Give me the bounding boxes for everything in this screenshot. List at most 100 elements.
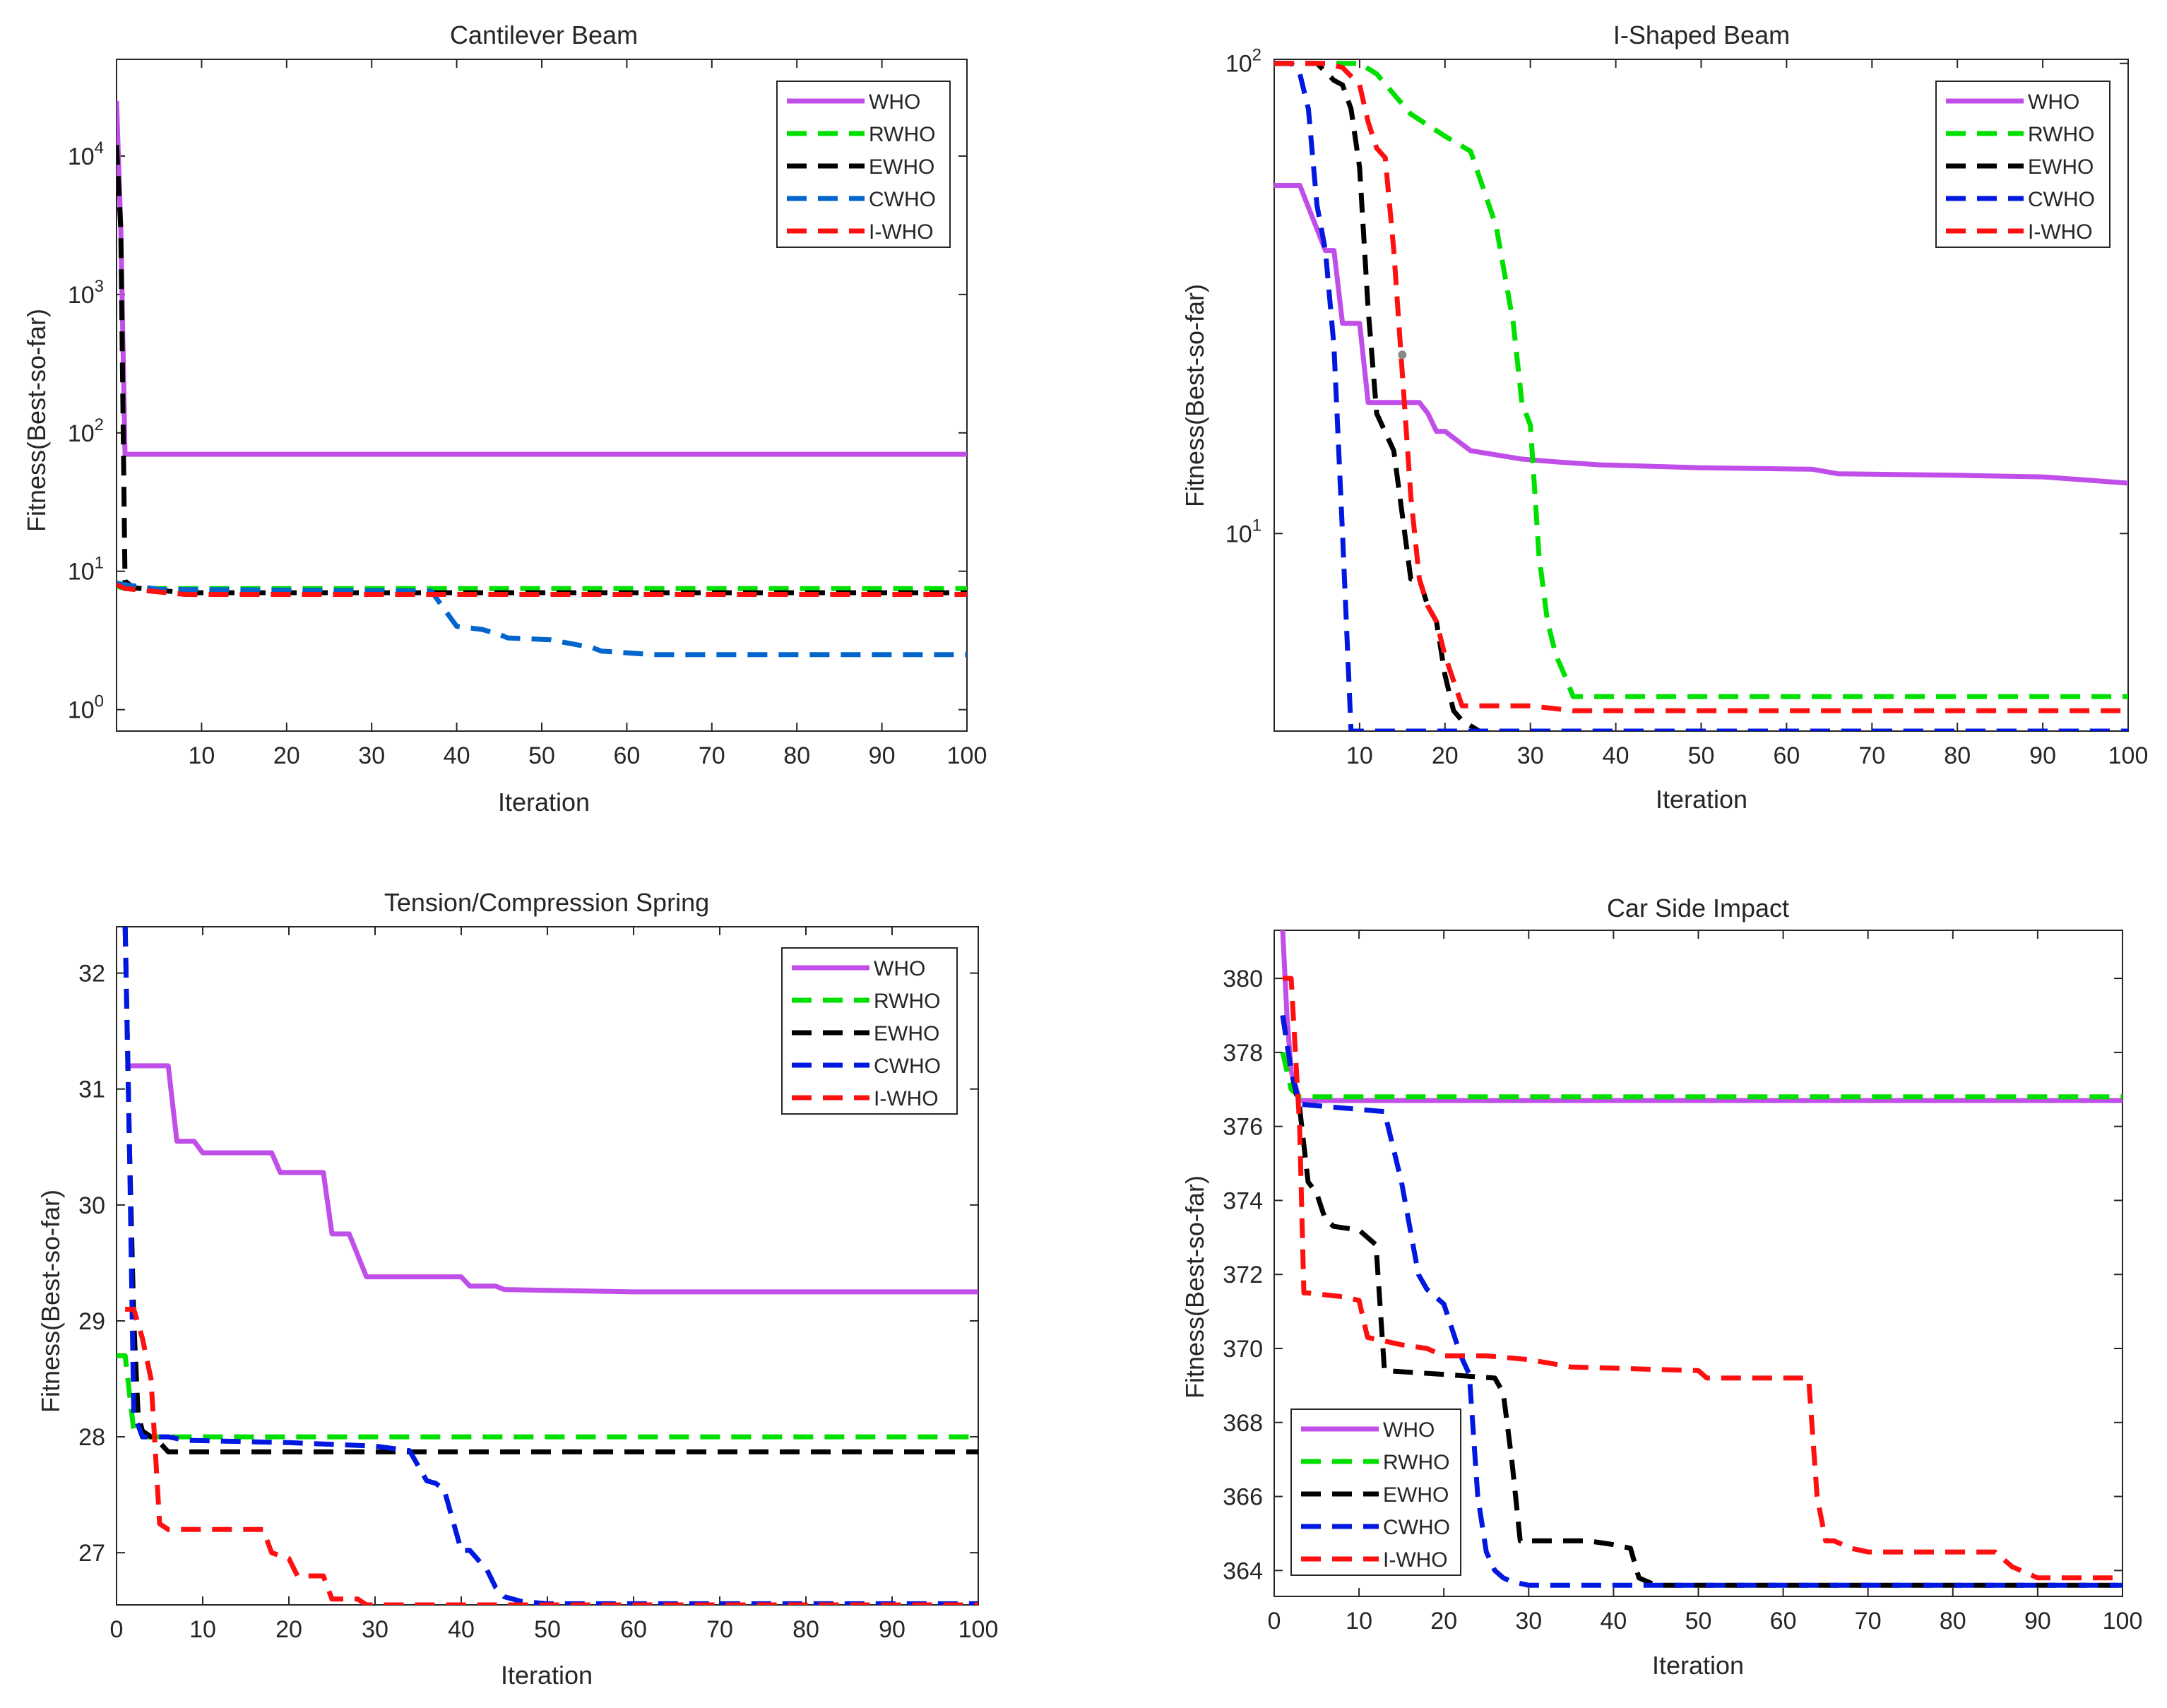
y-tick-label: 366	[1223, 1484, 1263, 1511]
series-line-cwho	[1274, 61, 2128, 731]
y-tick-label: 27	[78, 1540, 105, 1567]
series-layer	[1280, 930, 2123, 1588]
x-tick-label: 20	[273, 742, 300, 769]
x-tick-label: 90	[879, 1616, 906, 1643]
x-axis-label: Iteration	[498, 788, 590, 817]
y-tick-label: 103	[68, 277, 104, 309]
x-tick-label: 70	[1855, 1608, 1882, 1635]
x-tick-label: 30	[358, 742, 385, 769]
legend-label-rwho: RWHO	[2028, 123, 2094, 146]
y-axis-label: Fitness(Best-so-far)	[36, 1190, 65, 1413]
x-tick-label: 40	[444, 742, 470, 769]
x-tick-label: 20	[1432, 742, 1459, 769]
x-axis-label: Iteration	[1652, 1651, 1744, 1680]
series-line-ewho	[1280, 1014, 2123, 1588]
series-line-rwho	[117, 1353, 978, 1440]
y-tick-label: 30	[78, 1192, 105, 1219]
legend-label-who: WHO	[1383, 1418, 1435, 1442]
data-point-marker	[1398, 350, 1407, 360]
x-tick-label: 30	[1515, 1608, 1542, 1635]
x-tick-label: 90	[2029, 742, 2056, 769]
legend-label-cwho: CWHO	[1383, 1516, 1450, 1539]
x-tick-label: 10	[189, 1616, 216, 1643]
y-tick-label: 100	[68, 692, 104, 724]
x-tick-label: 20	[275, 1616, 302, 1643]
series-line-i-who	[125, 1307, 978, 1605]
legend-label-i-who: I-WHO	[1383, 1548, 1448, 1572]
y-tick-label: 101	[68, 554, 104, 586]
y-axis-label: Fitness(Best-so-far)	[22, 309, 51, 532]
series-line-i-who	[117, 582, 967, 597]
legend-label-who: WHO	[2028, 90, 2079, 114]
y-tick-label: 104	[68, 138, 104, 170]
legend: WHO RWHO EWHO CWHO I-WHO	[781, 947, 958, 1115]
series-layer	[117, 100, 967, 658]
x-tick-label: 100	[2103, 1608, 2143, 1635]
y-tick-label: 374	[1223, 1187, 1263, 1214]
x-tick-label: 80	[792, 1616, 819, 1643]
series-line-cwho	[122, 927, 978, 1605]
series-line-i-who	[1283, 975, 2123, 1581]
legend: WHO RWHO EWHO CWHO I-WHO	[1290, 1408, 1461, 1576]
legend: WHO RWHO EWHO CWHO I-WHO	[1935, 81, 2110, 248]
y-axis-label: Fitness(Best-so-far)	[1180, 284, 1209, 507]
legend-label-who: WHO	[874, 957, 925, 980]
chart-title: Tension/Compression Spring	[384, 888, 709, 917]
x-tick-label: 100	[958, 1616, 999, 1643]
legend-label-rwho: RWHO	[874, 990, 940, 1013]
series-line-who	[125, 1063, 978, 1295]
x-tick-label: 20	[1430, 1608, 1457, 1635]
series-line-ewho	[1274, 61, 2128, 731]
x-tick-label: 70	[699, 742, 725, 769]
y-tick-label: 102	[1225, 46, 1261, 78]
x-tick-label: 80	[1940, 1608, 1966, 1635]
car-side-impact-chart: Car Side Impact Iteration Fitness(Best-s…	[1180, 894, 2142, 1680]
x-tick-label: 0	[110, 1616, 124, 1643]
legend-label-i-who: I-WHO	[869, 220, 934, 244]
x-tick-label: 40	[1603, 742, 1629, 769]
y-tick-label: 372	[1223, 1262, 1263, 1288]
i-shaped-beam-chart: I-Shaped Beam Iteration Fitness(Best-so-…	[1180, 20, 2148, 814]
legend-label-i-who: I-WHO	[2028, 220, 2093, 244]
x-tick-label: 40	[1600, 1608, 1627, 1635]
y-tick-label: 378	[1223, 1040, 1263, 1067]
x-tick-label: 90	[869, 742, 896, 769]
x-tick-label: 30	[362, 1616, 388, 1643]
chart-title: I-Shaped Beam	[1613, 20, 1790, 49]
y-tick-label: 368	[1223, 1410, 1263, 1437]
y-tick-label: 102	[68, 415, 104, 447]
y-tick-label: 31	[78, 1077, 105, 1103]
x-tick-label: 40	[448, 1616, 475, 1643]
series-layer	[117, 927, 978, 1605]
legend-label-ewho: EWHO	[1383, 1483, 1449, 1507]
y-tick-label: 32	[78, 961, 105, 988]
legend-label-rwho: RWHO	[1383, 1451, 1449, 1474]
legend-label-ewho: EWHO	[2028, 155, 2094, 179]
series-layer	[1274, 61, 2128, 731]
x-tick-label: 50	[534, 1616, 561, 1643]
y-tick-label: 380	[1223, 966, 1263, 992]
legend-label-cwho: CWHO	[874, 1055, 941, 1078]
y-tick-label: 376	[1223, 1114, 1263, 1141]
x-tick-label: 0	[1268, 1608, 1281, 1635]
x-tick-label: 10	[1346, 1608, 1372, 1635]
series-line-cwho	[117, 581, 967, 658]
legend-label-rwho: RWHO	[869, 123, 935, 146]
legend: WHO RWHO EWHO CWHO I-WHO	[776, 81, 951, 248]
tension-compression-spring-chart: Tension/Compression Spring Iteration Fit…	[36, 888, 998, 1690]
series-line-rwho	[1274, 61, 2128, 699]
x-tick-label: 100	[947, 742, 987, 769]
x-tick-label: 70	[706, 1616, 733, 1643]
x-tick-label: 80	[1944, 742, 1971, 769]
y-tick-label: 29	[78, 1308, 105, 1335]
x-axis-label: Iteration	[1656, 785, 1747, 814]
x-tick-label: 60	[1773, 742, 1800, 769]
x-tick-label: 50	[1688, 742, 1715, 769]
x-tick-label: 60	[620, 1616, 647, 1643]
cantilever-beam-chart: Cantilever Beam Iteration Fitness(Best-s…	[22, 20, 987, 817]
x-tick-label: 70	[1858, 742, 1885, 769]
y-axis-label: Fitness(Best-so-far)	[1180, 1175, 1209, 1399]
legend-label-cwho: CWHO	[2028, 188, 2095, 211]
